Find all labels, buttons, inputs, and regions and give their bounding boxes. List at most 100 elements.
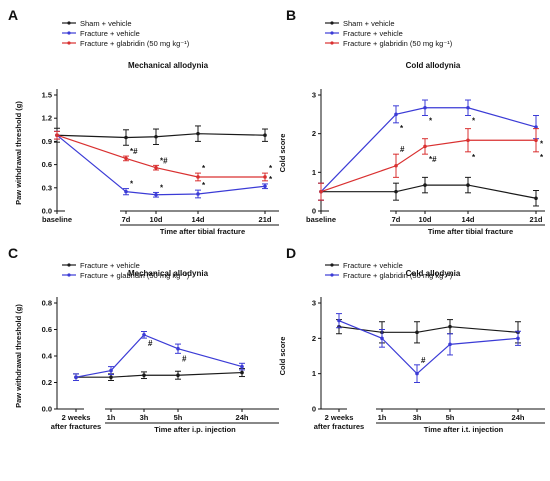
y-tick-label: 0.6: [42, 325, 52, 334]
data-point: [124, 189, 128, 194]
data-point: [415, 330, 419, 335]
data-point: [394, 163, 398, 168]
significance-mark: *: [472, 153, 476, 162]
significance-mark: *: [472, 116, 476, 125]
x-tick-label: 24h: [512, 413, 525, 422]
significance-mark: *: [160, 183, 164, 192]
data-point: [176, 346, 180, 351]
significance-mark: *: [429, 116, 433, 125]
data-point: [124, 135, 128, 140]
data-point: [448, 342, 452, 347]
legend-entry: Fracture + vehicle: [80, 261, 140, 270]
y-tick-label: 3: [312, 299, 316, 308]
data-point: [263, 133, 267, 138]
x-axis-label: Time after tibial fracture: [428, 227, 513, 236]
x-tick-label: 7d: [392, 215, 401, 224]
chart-title: Cold allodynia: [406, 61, 461, 70]
significance-mark: #: [148, 339, 153, 348]
x-tick-label: 2 weeks: [62, 413, 91, 422]
x-tick-label: 1h: [378, 413, 387, 422]
legend-marker: [330, 21, 334, 25]
significance-mark: *: [202, 181, 206, 190]
data-point: [380, 336, 384, 341]
data-point: [196, 175, 200, 179]
data-point: [466, 138, 470, 143]
data-point: [534, 125, 538, 129]
y-axis-label: Cold score: [278, 337, 287, 376]
data-point: [534, 196, 538, 201]
data-point: [196, 131, 200, 136]
x-tick-label: 5h: [174, 413, 183, 422]
panel-letter: A: [8, 7, 18, 23]
x-tick-label: 3h: [140, 413, 149, 422]
data-point: [109, 368, 113, 373]
x-tick-label: 14d: [462, 215, 475, 224]
data-point: [423, 183, 427, 187]
series-line: [75, 334, 243, 378]
x-tick-label: after fractures: [314, 422, 364, 431]
legend-entry: Fracture + vehicle: [80, 29, 140, 38]
significance-mark: #: [421, 356, 426, 365]
significance-mark: *#: [130, 147, 138, 156]
y-axis-label: Paw withdrawal threshold (g): [14, 101, 23, 205]
y-axis-label: Paw withdrawal threshold (g): [14, 304, 23, 408]
legend-entry: Sham + vehicle: [343, 19, 395, 28]
legend-entry: Fracture + glabridin (50 mg kg⁻¹): [343, 271, 453, 280]
x-tick-label: 21d: [259, 215, 272, 224]
data-point: [423, 105, 427, 110]
y-tick-label: 0.0: [42, 207, 52, 216]
x-tick-label: 14d: [192, 215, 205, 224]
legend-entry: Fracture + vehicle: [343, 261, 403, 270]
legend-marker: [67, 273, 71, 277]
x-tick-label: after fractures: [51, 422, 101, 431]
legend-marker: [67, 263, 71, 267]
data-point: [263, 175, 267, 179]
y-tick-label: 1.2: [42, 114, 52, 123]
data-point: [423, 144, 427, 149]
data-point: [394, 112, 398, 117]
x-tick-label: baseline: [42, 215, 72, 224]
panel-letter: B: [286, 7, 296, 23]
significance-mark: *: [540, 153, 544, 162]
legend-entry: Fracture + glabridin (50 mg kg⁻¹): [80, 39, 190, 48]
significance-mark: *#: [429, 155, 437, 164]
data-point: [154, 165, 158, 170]
significance-mark: *: [400, 124, 404, 133]
y-tick-label: 1: [312, 168, 316, 177]
x-tick-label: 3h: [413, 413, 422, 422]
data-point: [154, 192, 158, 197]
significance-mark: #: [400, 145, 405, 154]
x-tick-label: 10d: [419, 215, 432, 224]
x-tick-label: baseline: [306, 215, 336, 224]
data-point: [466, 105, 470, 110]
data-point: [448, 324, 452, 329]
x-tick-label: 24h: [236, 413, 249, 422]
data-point: [74, 375, 78, 380]
y-tick-label: 3: [312, 91, 316, 100]
data-point: [142, 333, 146, 337]
y-tick-label: 2: [312, 129, 316, 138]
x-axis-label: Time after tibial fracture: [160, 227, 245, 236]
data-point: [534, 138, 538, 143]
data-point: [263, 184, 267, 189]
data-point: [55, 133, 59, 138]
data-point: [415, 371, 419, 376]
chart-title: Cold allodynia: [406, 269, 461, 278]
data-point: [394, 189, 398, 194]
panel-letter: C: [8, 245, 18, 261]
legend-marker: [330, 263, 334, 267]
legend-marker: [67, 31, 71, 35]
legend-marker: [330, 273, 334, 277]
y-tick-label: 0.3: [42, 183, 52, 192]
data-point: [466, 183, 470, 187]
data-point: [196, 192, 200, 196]
legend-entry: Fracture + glabridin (50 mg kg⁻¹): [80, 271, 190, 280]
data-point: [124, 156, 128, 161]
y-axis-label: Cold score: [278, 134, 287, 173]
significance-mark: *#: [160, 156, 168, 165]
y-tick-label: 0: [312, 405, 316, 414]
